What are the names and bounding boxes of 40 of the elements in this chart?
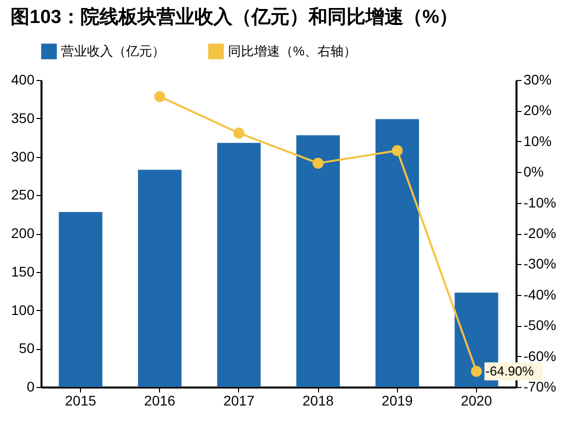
y2-tick-label: -70% [524, 378, 556, 394]
y2-tick-label: 20% [524, 102, 552, 118]
point [233, 128, 244, 139]
data-label: -64.90% [485, 363, 534, 378]
y2-tick-label: 30% [524, 72, 552, 88]
x-tick-label: 2016 [144, 392, 176, 408]
y2-tick-label: -20% [524, 225, 556, 241]
point [392, 145, 403, 156]
y-tick-label: 200 [11, 225, 35, 241]
y2-tick-label: -10% [524, 194, 556, 210]
y-tick-label: 300 [11, 148, 35, 164]
y2-tick-label: -50% [524, 317, 556, 334]
y2-tick-label: -60% [524, 348, 556, 364]
y2-tick-label: 0% [524, 164, 544, 180]
bar [375, 119, 420, 387]
point [470, 366, 482, 377]
y2-tick-label: 10% [524, 132, 552, 149]
point [312, 158, 324, 169]
x-tick-label: 2015 [65, 392, 96, 408]
bar [58, 212, 102, 387]
x-tick-label: 2018 [302, 392, 334, 408]
legend-label: 营业收入（亿元） [61, 43, 165, 58]
point [154, 91, 166, 102]
bar [217, 142, 261, 387]
y2-tick-label: -40% [524, 286, 556, 302]
y-tick-label: 150 [11, 263, 35, 280]
bar [138, 170, 182, 387]
y-tick-label: 350 [11, 110, 35, 126]
x-tick-label: 2020 [460, 392, 492, 408]
y2-tick-label: -30% [524, 256, 556, 272]
x-tick-label: 2019 [382, 392, 414, 408]
y-tick-label: 0 [26, 378, 35, 394]
y-tick-label: 400 [11, 72, 35, 88]
bar [296, 135, 340, 387]
y-tick-label: 50 [18, 340, 35, 356]
legend-label: 同比增速（%、右轴） [228, 43, 357, 58]
chart-title: 图103：院线板块营业收入（亿元）和同比增速（%） [10, 6, 458, 28]
y-tick-label: 100 [11, 302, 35, 318]
y-tick-label: 250 [11, 186, 35, 203]
x-tick-label: 2017 [223, 392, 255, 408]
